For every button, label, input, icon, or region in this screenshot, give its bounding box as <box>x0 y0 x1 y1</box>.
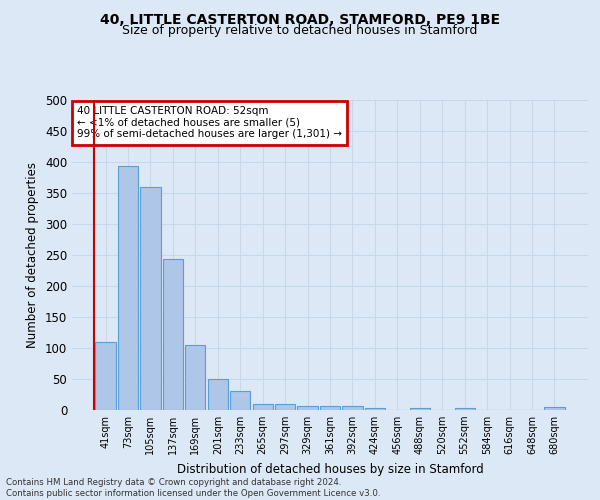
Bar <box>320 406 340 410</box>
Bar <box>410 408 430 410</box>
Bar <box>230 392 250 410</box>
Bar <box>208 379 228 410</box>
Text: Contains HM Land Registry data © Crown copyright and database right 2024.
Contai: Contains HM Land Registry data © Crown c… <box>6 478 380 498</box>
Text: 40, LITTLE CASTERTON ROAD, STAMFORD, PE9 1BE: 40, LITTLE CASTERTON ROAD, STAMFORD, PE9… <box>100 12 500 26</box>
Bar <box>275 404 295 410</box>
Bar <box>163 260 183 410</box>
Bar <box>343 406 362 410</box>
Bar <box>365 408 385 410</box>
Bar <box>140 187 161 410</box>
X-axis label: Distribution of detached houses by size in Stamford: Distribution of detached houses by size … <box>176 462 484 475</box>
Bar <box>298 406 317 410</box>
Y-axis label: Number of detached properties: Number of detached properties <box>26 162 40 348</box>
Bar <box>185 345 205 410</box>
Bar <box>544 407 565 410</box>
Bar <box>253 404 273 410</box>
Bar <box>118 166 138 410</box>
Bar <box>455 408 475 410</box>
Bar <box>95 342 116 410</box>
Text: 40 LITTLE CASTERTON ROAD: 52sqm
← <1% of detached houses are smaller (5)
99% of : 40 LITTLE CASTERTON ROAD: 52sqm ← <1% of… <box>77 106 342 140</box>
Text: Size of property relative to detached houses in Stamford: Size of property relative to detached ho… <box>122 24 478 37</box>
